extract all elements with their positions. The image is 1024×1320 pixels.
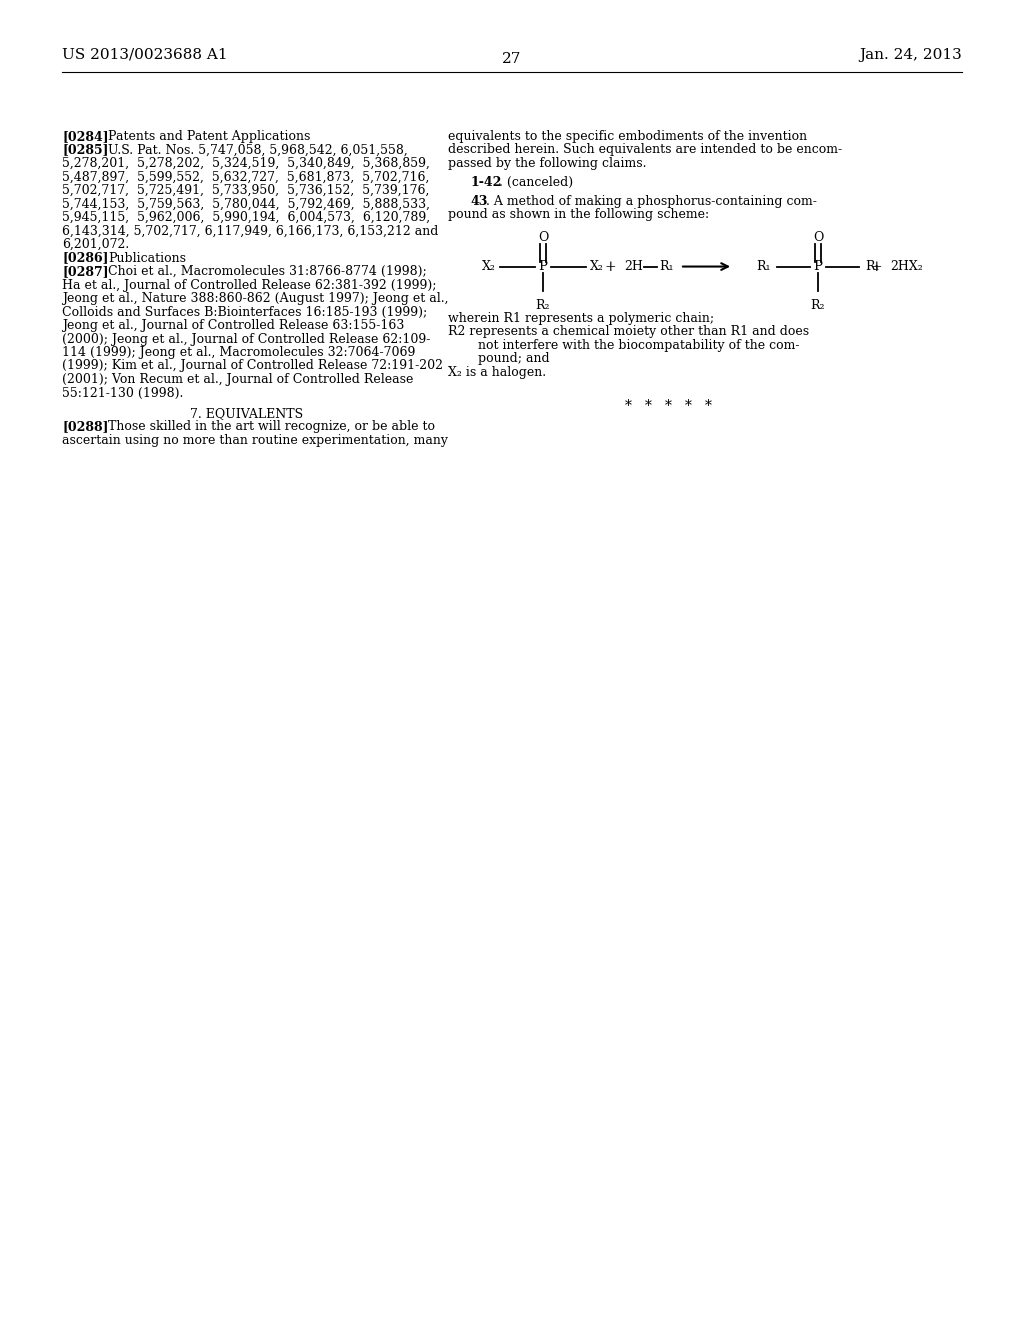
Text: 43: 43 xyxy=(470,195,487,207)
Text: Jeong et al., Nature 388:860-862 (August 1997); Jeong et al.,: Jeong et al., Nature 388:860-862 (August… xyxy=(62,292,449,305)
Text: 2H: 2H xyxy=(624,260,643,273)
Text: R₁: R₁ xyxy=(865,260,880,273)
Text: 6,201,072.: 6,201,072. xyxy=(62,238,129,251)
Text: Colloids and Surfaces B:Biointerfaces 16:185-193 (1999);: Colloids and Surfaces B:Biointerfaces 16… xyxy=(62,305,427,318)
Text: pound; and: pound; and xyxy=(478,352,550,366)
Text: Publications: Publications xyxy=(108,252,186,264)
Text: X₂: X₂ xyxy=(482,260,496,273)
Text: 5,487,897,  5,599,552,  5,632,727,  5,681,873,  5,702,716,: 5,487,897, 5,599,552, 5,632,727, 5,681,8… xyxy=(62,170,429,183)
Text: 27: 27 xyxy=(503,51,521,66)
Text: 5,945,115,  5,962,006,  5,990,194,  6,004,573,  6,120,789,: 5,945,115, 5,962,006, 5,990,194, 6,004,5… xyxy=(62,211,430,224)
Text: R₁: R₁ xyxy=(757,260,771,273)
Text: Choi et al., Macromolecules 31:8766-8774 (1998);: Choi et al., Macromolecules 31:8766-8774… xyxy=(108,265,427,279)
Text: R₂: R₂ xyxy=(536,298,550,312)
Text: Jan. 24, 2013: Jan. 24, 2013 xyxy=(859,48,962,62)
Text: 114 (1999); Jeong et al., Macromolecules 32:7064-7069: 114 (1999); Jeong et al., Macromolecules… xyxy=(62,346,416,359)
Text: (2000); Jeong et al., Journal of Controlled Release 62:109-: (2000); Jeong et al., Journal of Control… xyxy=(62,333,430,346)
Text: Patents and Patent Applications: Patents and Patent Applications xyxy=(108,129,310,143)
Text: pound as shown in the following scheme:: pound as shown in the following scheme: xyxy=(449,209,710,222)
Text: U.S. Pat. Nos. 5,747,058, 5,968,542, 6,051,558,: U.S. Pat. Nos. 5,747,058, 5,968,542, 6,0… xyxy=(108,144,408,157)
Text: [0287]: [0287] xyxy=(62,265,109,279)
Text: [0285]: [0285] xyxy=(62,144,109,157)
Text: +: + xyxy=(604,260,615,273)
Text: P: P xyxy=(813,260,822,273)
Text: . A method of making a phosphorus-containing com-: . A method of making a phosphorus-contai… xyxy=(486,195,817,207)
Text: R2 represents a chemical moiety other than R1 and does: R2 represents a chemical moiety other th… xyxy=(449,325,809,338)
Text: Ha et al., Journal of Controlled Release 62:381-392 (1999);: Ha et al., Journal of Controlled Release… xyxy=(62,279,436,292)
Text: X₂: X₂ xyxy=(590,260,604,273)
Text: O: O xyxy=(538,231,548,244)
Text: not interfere with the biocompatability of the com-: not interfere with the biocompatability … xyxy=(478,338,800,351)
Text: P: P xyxy=(539,260,548,273)
Text: [0288]: [0288] xyxy=(62,420,109,433)
Text: X₂ is a halogen.: X₂ is a halogen. xyxy=(449,366,546,379)
Text: 5,278,201,  5,278,202,  5,324,519,  5,340,849,  5,368,859,: 5,278,201, 5,278,202, 5,324,519, 5,340,8… xyxy=(62,157,430,170)
Text: Those skilled in the art will recognize, or be able to: Those skilled in the art will recognize,… xyxy=(108,420,435,433)
Text: passed by the following claims.: passed by the following claims. xyxy=(449,157,646,170)
Text: 1-42: 1-42 xyxy=(470,176,502,189)
Text: US 2013/0023688 A1: US 2013/0023688 A1 xyxy=(62,48,227,62)
Text: . (canceled): . (canceled) xyxy=(499,176,573,189)
Text: [0286]: [0286] xyxy=(62,252,109,264)
Text: ascertain using no more than routine experimentation, many: ascertain using no more than routine exp… xyxy=(62,434,449,446)
Text: Jeong et al., Journal of Controlled Release 63:155-163: Jeong et al., Journal of Controlled Rele… xyxy=(62,319,404,333)
Text: [0284]: [0284] xyxy=(62,129,109,143)
Text: R₁: R₁ xyxy=(659,260,674,273)
Text: (1999); Kim et al., Journal of Controlled Release 72:191-202: (1999); Kim et al., Journal of Controlle… xyxy=(62,359,443,372)
Text: 7. EQUIVALENTS: 7. EQUIVALENTS xyxy=(190,407,303,420)
Text: O: O xyxy=(813,231,823,244)
Text: *   *   *   *   *: * * * * * xyxy=(625,399,712,413)
Text: (2001); Von Recum et al., Journal of Controlled Release: (2001); Von Recum et al., Journal of Con… xyxy=(62,374,414,385)
Text: equivalents to the specific embodiments of the invention: equivalents to the specific embodiments … xyxy=(449,129,807,143)
Text: +: + xyxy=(870,260,882,273)
Text: wherein R1 represents a polymeric chain;: wherein R1 represents a polymeric chain; xyxy=(449,312,714,325)
Text: 55:121-130 (1998).: 55:121-130 (1998). xyxy=(62,387,183,400)
Text: R₂: R₂ xyxy=(811,298,825,312)
Text: 5,702,717,  5,725,491,  5,733,950,  5,736,152,  5,739,176,: 5,702,717, 5,725,491, 5,733,950, 5,736,1… xyxy=(62,183,429,197)
Text: 2HX₂: 2HX₂ xyxy=(890,260,923,273)
Text: 6,143,314, 5,702,717, 6,117,949, 6,166,173, 6,153,212 and: 6,143,314, 5,702,717, 6,117,949, 6,166,1… xyxy=(62,224,438,238)
Text: described herein. Such equivalents are intended to be encom-: described herein. Such equivalents are i… xyxy=(449,144,842,157)
Text: 5,744,153,  5,759,563,  5,780,044,  5,792,469,  5,888,533,: 5,744,153, 5,759,563, 5,780,044, 5,792,4… xyxy=(62,198,430,210)
